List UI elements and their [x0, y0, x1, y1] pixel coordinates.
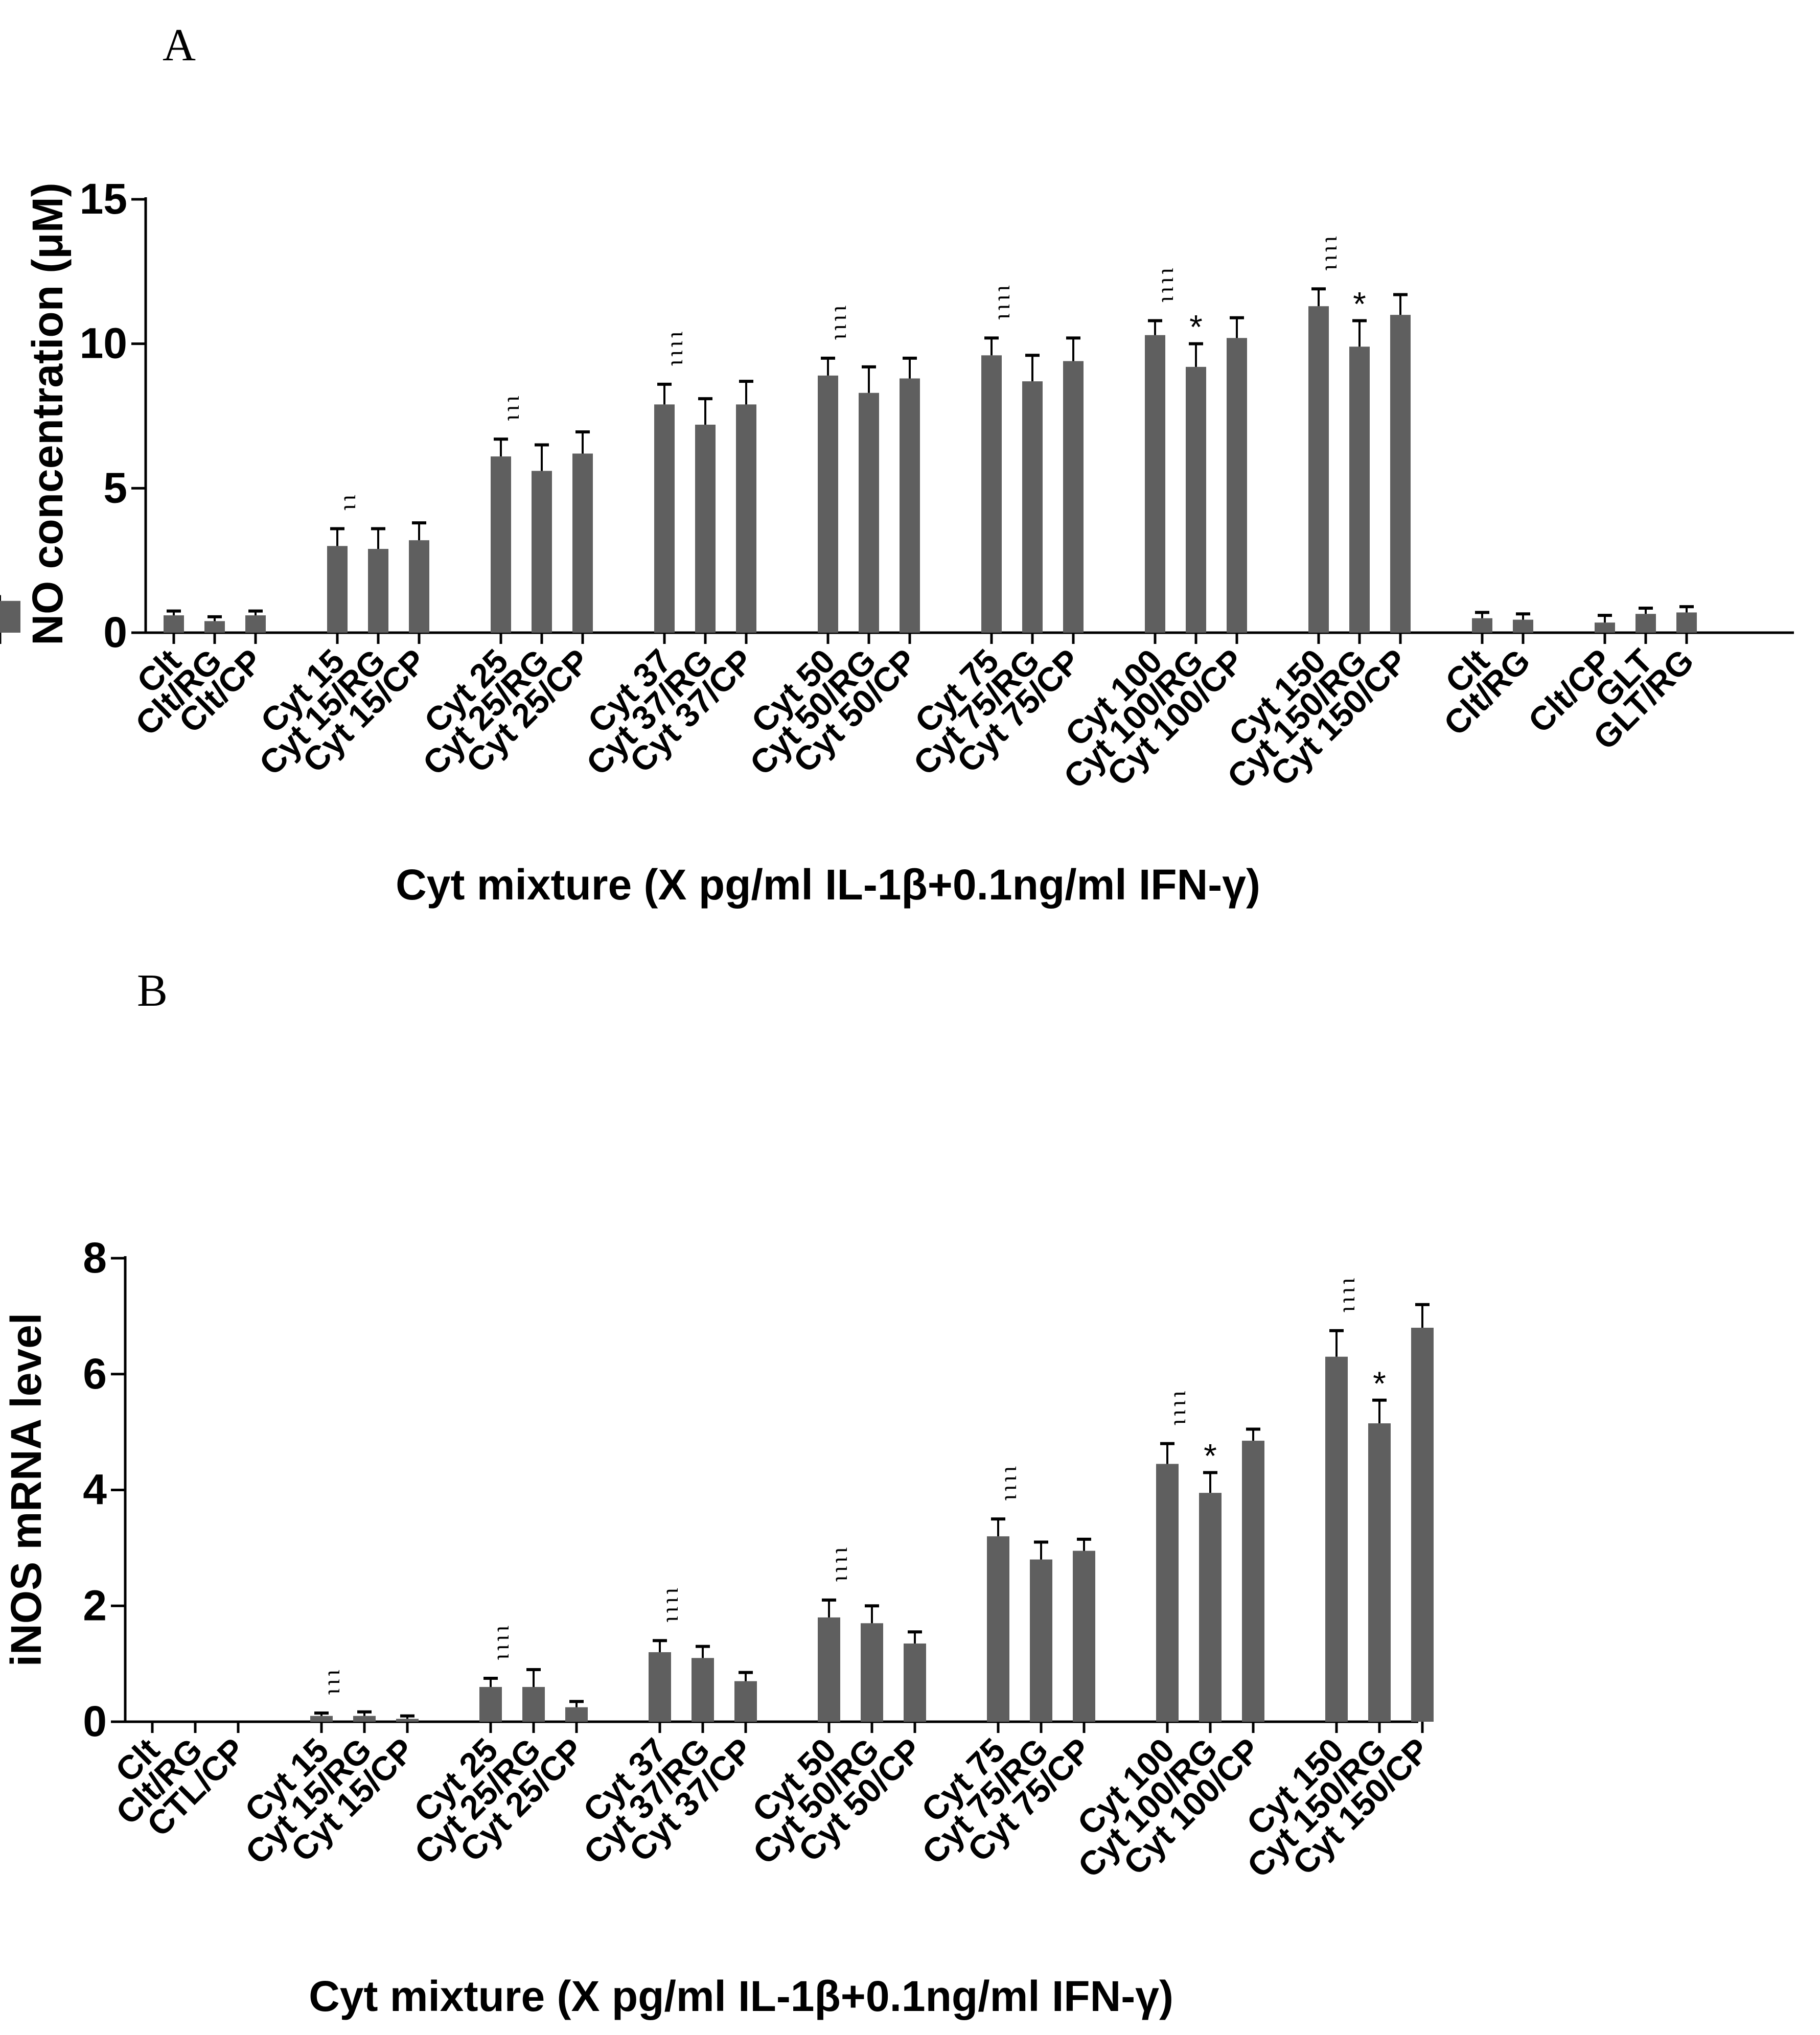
- bar: [981, 355, 1002, 633]
- bar: [1186, 366, 1206, 633]
- y-tick-label: 4: [83, 1466, 107, 1514]
- bar: [368, 549, 388, 633]
- significance-marker: ιι: [339, 495, 365, 514]
- significance-marker: ιιιι: [1321, 236, 1347, 274]
- significance-marker: ιιι: [324, 1670, 350, 1698]
- panel-b-x-axis-label: Cyt mixture (X pg/ml IL-1β+0.1ng/ml IFN-…: [309, 1972, 1173, 2020]
- bar: [491, 456, 511, 633]
- bar: [1390, 315, 1411, 633]
- bar: [1156, 1464, 1179, 1722]
- panel-a-x-axis-label: Cyt mixture (X pg/ml IL-1β+0.1ng/ml IFN-…: [396, 861, 1260, 909]
- bar: [818, 1617, 840, 1722]
- bar: [904, 1643, 926, 1722]
- y-tick-label: 10: [80, 319, 127, 367]
- panel-a-y-axis-label: NO concentration (μM): [24, 182, 72, 645]
- significance-marker: ιιιι: [830, 305, 856, 343]
- bar: [1022, 381, 1043, 633]
- bar: [479, 1686, 502, 1722]
- panel-b-y-axis-label: iNOS mRNA level: [2, 1313, 50, 1667]
- significance-star: *: [1189, 308, 1203, 346]
- panel-b-letter: B: [137, 965, 168, 1016]
- bar: [1513, 619, 1533, 633]
- bar: [900, 378, 920, 633]
- bar: [1411, 1328, 1434, 1722]
- bar: [245, 615, 266, 633]
- significance-star: *: [1353, 285, 1366, 322]
- bar: [692, 1658, 714, 1722]
- bar: [409, 540, 429, 633]
- bar: [310, 1716, 333, 1722]
- bar: [204, 621, 225, 633]
- bar: [532, 471, 552, 633]
- significance-marker: ιιιι: [994, 285, 1020, 323]
- significance-star: *: [1204, 1437, 1217, 1474]
- bar: [654, 404, 675, 633]
- bar: [572, 453, 593, 633]
- y-tick-label: 6: [83, 1350, 107, 1398]
- significance-star: *: [1373, 1365, 1386, 1402]
- bar: [1349, 346, 1370, 633]
- significance-marker: ιιιι: [666, 331, 693, 369]
- significance-marker: ιιιι: [831, 1547, 857, 1585]
- significance-marker: ιιιι: [1000, 1466, 1026, 1504]
- panel-a-axes: 0 5 10 15: [0, 175, 1794, 656]
- y-tick-label: 8: [83, 1234, 107, 1282]
- bar: [1145, 335, 1165, 633]
- bar: [1635, 614, 1656, 633]
- panel-a-letter: A: [163, 20, 196, 71]
- bar: [353, 1716, 376, 1722]
- significance-marker: ιιι: [503, 396, 529, 424]
- y-tick-label: 2: [83, 1581, 107, 1629]
- bar: [1030, 1559, 1052, 1722]
- bar: [1199, 1493, 1222, 1722]
- bar: [1227, 338, 1247, 633]
- bar: [861, 1623, 883, 1722]
- bar: [1595, 622, 1615, 633]
- y-tick-label: 0: [83, 1697, 107, 1745]
- bar: [522, 1686, 545, 1722]
- bar: [987, 1536, 1009, 1722]
- bar: [1242, 1441, 1264, 1722]
- bar: [1472, 618, 1492, 633]
- y-tick-label: 5: [103, 464, 127, 512]
- bar: [1368, 1423, 1391, 1722]
- bar: [1325, 1356, 1348, 1722]
- significance-marker: ιιιι: [1339, 1278, 1365, 1315]
- category-label: Clt/RG: [1436, 642, 1537, 743]
- bar: [1308, 306, 1329, 633]
- bar: [164, 615, 184, 633]
- bar: [0, 600, 20, 633]
- bar: [734, 1681, 757, 1722]
- bar: [1676, 612, 1697, 633]
- bar: [396, 1719, 419, 1722]
- bar: [736, 404, 756, 633]
- bar: [695, 424, 716, 633]
- bar: [649, 1652, 671, 1722]
- y-tick-label: 15: [80, 175, 127, 223]
- bar: [859, 392, 879, 633]
- significance-marker: ιιιι: [1157, 268, 1183, 306]
- bar: [565, 1707, 588, 1722]
- bar: [327, 546, 348, 633]
- significance-marker: ιιιι: [662, 1588, 688, 1626]
- significance-marker: ιιιι: [1169, 1391, 1195, 1428]
- y-tick-label: 0: [103, 608, 127, 656]
- bar: [1063, 361, 1084, 633]
- significance-marker: ιιιι: [493, 1625, 519, 1663]
- bar: [818, 375, 838, 633]
- bar: [1073, 1551, 1095, 1722]
